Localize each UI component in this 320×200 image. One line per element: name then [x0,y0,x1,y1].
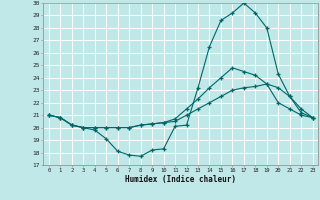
X-axis label: Humidex (Indice chaleur): Humidex (Indice chaleur) [125,175,236,184]
